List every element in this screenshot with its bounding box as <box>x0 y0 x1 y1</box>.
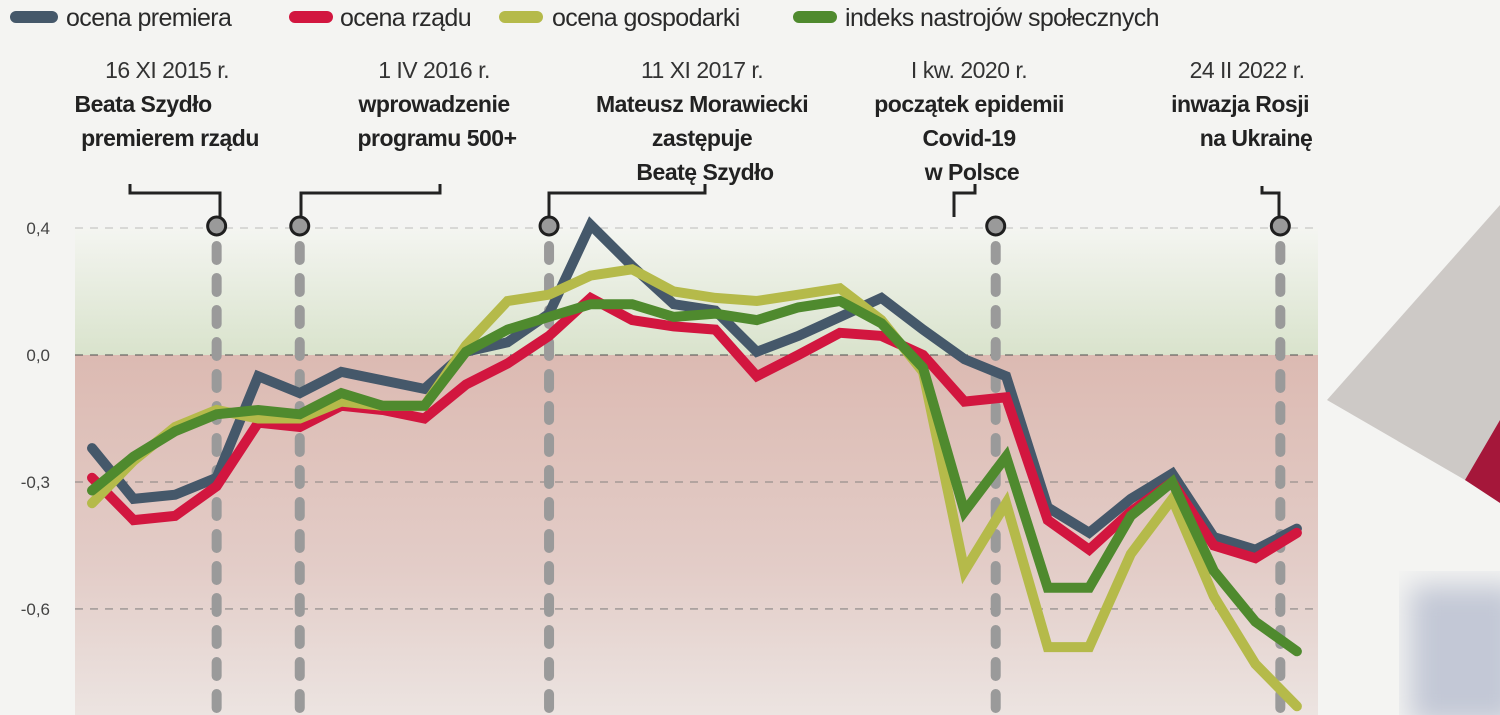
event-dot <box>538 215 560 237</box>
legend-item-economy: ocena gospodarki <box>499 4 740 32</box>
legend-swatch-premier <box>10 11 58 23</box>
legend-label: ocena rządu <box>340 4 471 32</box>
annotation-2: 1 IV 2016 r. wprowadzenie programu 500+ <box>357 57 516 151</box>
legend-item-social-index: indeks nastrojów społecznych <box>793 4 1160 32</box>
legend-swatch-economy <box>499 11 543 23</box>
connector-3 <box>547 184 707 217</box>
background-decoration <box>1327 205 1500 715</box>
connector-5 <box>1260 186 1281 217</box>
annotation-4: I kw. 2020 r. początek epidemii Covid-19… <box>874 57 1070 185</box>
connector-4 <box>952 184 977 217</box>
y-tick-label: -0,6 <box>21 600 50 619</box>
legend-label: ocena gospodarki <box>552 4 740 32</box>
legend-label: ocena premiera <box>66 4 232 32</box>
legend-item-premier: ocena premiera <box>10 4 233 32</box>
event-dots <box>206 215 1291 237</box>
annotations: 16 XI 2015 r. Beata Szydło premierem rzą… <box>74 57 1315 185</box>
legend: ocena premiera ocena rządu ocena gospoda… <box>10 4 1160 32</box>
y-axis-ticks: 0,4 0,0 -0,3 -0,6 <box>21 219 50 619</box>
event-dot <box>985 215 1007 237</box>
y-tick-label: 0,4 <box>26 219 50 238</box>
series-lines <box>87 216 1302 712</box>
legend-swatch-social-index <box>793 11 837 23</box>
series-line-3 <box>87 295 1302 657</box>
y-tick-label: 0,0 <box>26 346 50 365</box>
y-tick-label: -0,3 <box>21 473 50 492</box>
legend-swatch-government <box>289 11 333 23</box>
annotation-3: 11 XI 2017 r. Mateusz Morawiecki zastępu… <box>596 57 814 185</box>
annotation-connectors <box>128 184 1281 217</box>
connector-2 <box>299 184 442 217</box>
series-line-1 <box>87 291 1302 564</box>
annotation-1: 16 XI 2015 r. Beata Szydło premierem rzą… <box>74 57 258 151</box>
event-dot <box>206 215 228 237</box>
series-line-0 <box>87 216 1302 556</box>
event-dot <box>1269 215 1291 237</box>
legend-item-government: ocena rządu <box>289 4 472 32</box>
legend-label: indeks nastrojów społecznych <box>845 4 1159 32</box>
annotation-5: 24 II 2022 r. inwazja Rosji na Ukrainę <box>1171 57 1315 151</box>
connector-1 <box>128 184 222 217</box>
event-dot <box>289 215 311 237</box>
